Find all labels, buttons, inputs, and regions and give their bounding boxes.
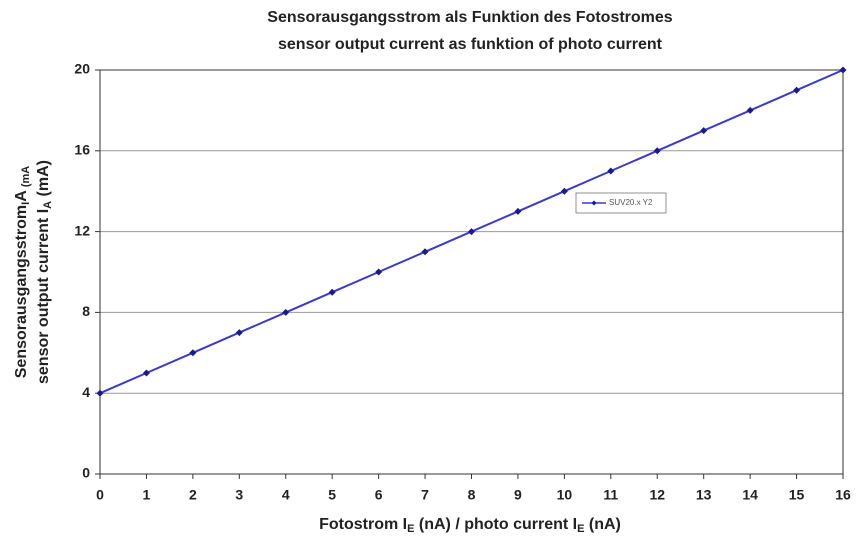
y-tick-label: 16	[74, 142, 90, 158]
subscript: (mA	[20, 166, 32, 191]
x-tick-label: 13	[696, 487, 712, 503]
x-tick-label: 6	[375, 487, 383, 503]
x-tick-label: 14	[742, 487, 758, 503]
legend-box	[575, 192, 667, 214]
chart-title: Sensorausgangsstrom als Funktion des Fot…	[267, 9, 673, 26]
x-axis-label: Fotostrom IE (nA) / photo current IE (nA…	[319, 516, 621, 535]
label-part: (nA)	[584, 516, 620, 533]
data-point	[514, 207, 522, 215]
label-part: A	[13, 190, 30, 202]
data-point	[375, 268, 383, 276]
subscript: I	[20, 202, 32, 205]
y-tick-label: 8	[82, 303, 90, 319]
x-tick-label: 8	[468, 487, 476, 503]
x-tick-label: 7	[421, 487, 429, 503]
label-part: (mA)	[35, 160, 52, 201]
y-tick-label: 20	[74, 61, 90, 77]
x-tick-label: 9	[514, 487, 522, 503]
data-point	[607, 167, 615, 175]
data-point	[700, 127, 708, 135]
data-point	[282, 308, 290, 316]
data-point	[653, 147, 661, 155]
y-tick-label: 0	[82, 465, 90, 481]
x-tick-label: 3	[235, 487, 243, 503]
subscript: E	[577, 523, 584, 535]
x-tick-label: 12	[649, 487, 665, 503]
label-part: sensor output current I	[35, 209, 52, 384]
x-tick-label: 0	[96, 487, 104, 503]
data-point	[189, 349, 197, 357]
y-axis-label: sensor output current IA (mA)	[35, 160, 54, 384]
chart-subtitle: sensor output current as funktion of pho…	[278, 36, 663, 53]
subscript: A	[42, 201, 54, 209]
y-tick-label: 12	[74, 222, 90, 238]
x-tick-label: 16	[835, 487, 851, 503]
x-tick-label: 4	[282, 487, 290, 503]
x-tick-label: 15	[789, 487, 805, 503]
label-part: Fotostrom I	[319, 516, 407, 533]
subscript: E	[407, 523, 414, 535]
data-point	[96, 389, 104, 397]
data-point	[560, 187, 568, 195]
label-part: (nA) / photo current I	[414, 516, 577, 533]
data-point	[468, 228, 475, 236]
plot-border	[99, 69, 844, 475]
x-tick-label: 10	[557, 487, 573, 503]
y-axis-label: SensorausgangsstromIA (mA	[13, 166, 32, 379]
data-point	[421, 248, 429, 256]
data-point	[328, 288, 336, 296]
data-point	[746, 106, 754, 114]
x-tick-label: 11	[603, 487, 618, 503]
y-tick-label: 4	[82, 384, 90, 400]
x-tick-label: 2	[189, 487, 197, 503]
data-point	[839, 66, 847, 74]
legend-label: SUV20.x Y2	[609, 198, 653, 207]
x-tick-label: 1	[143, 487, 151, 503]
data-point	[793, 86, 801, 94]
legend-marker	[591, 200, 597, 206]
data-point	[235, 329, 243, 337]
x-tick-label: 5	[328, 487, 336, 503]
data-point	[142, 369, 150, 377]
label-part: Sensorausgangsstrom	[13, 205, 30, 378]
